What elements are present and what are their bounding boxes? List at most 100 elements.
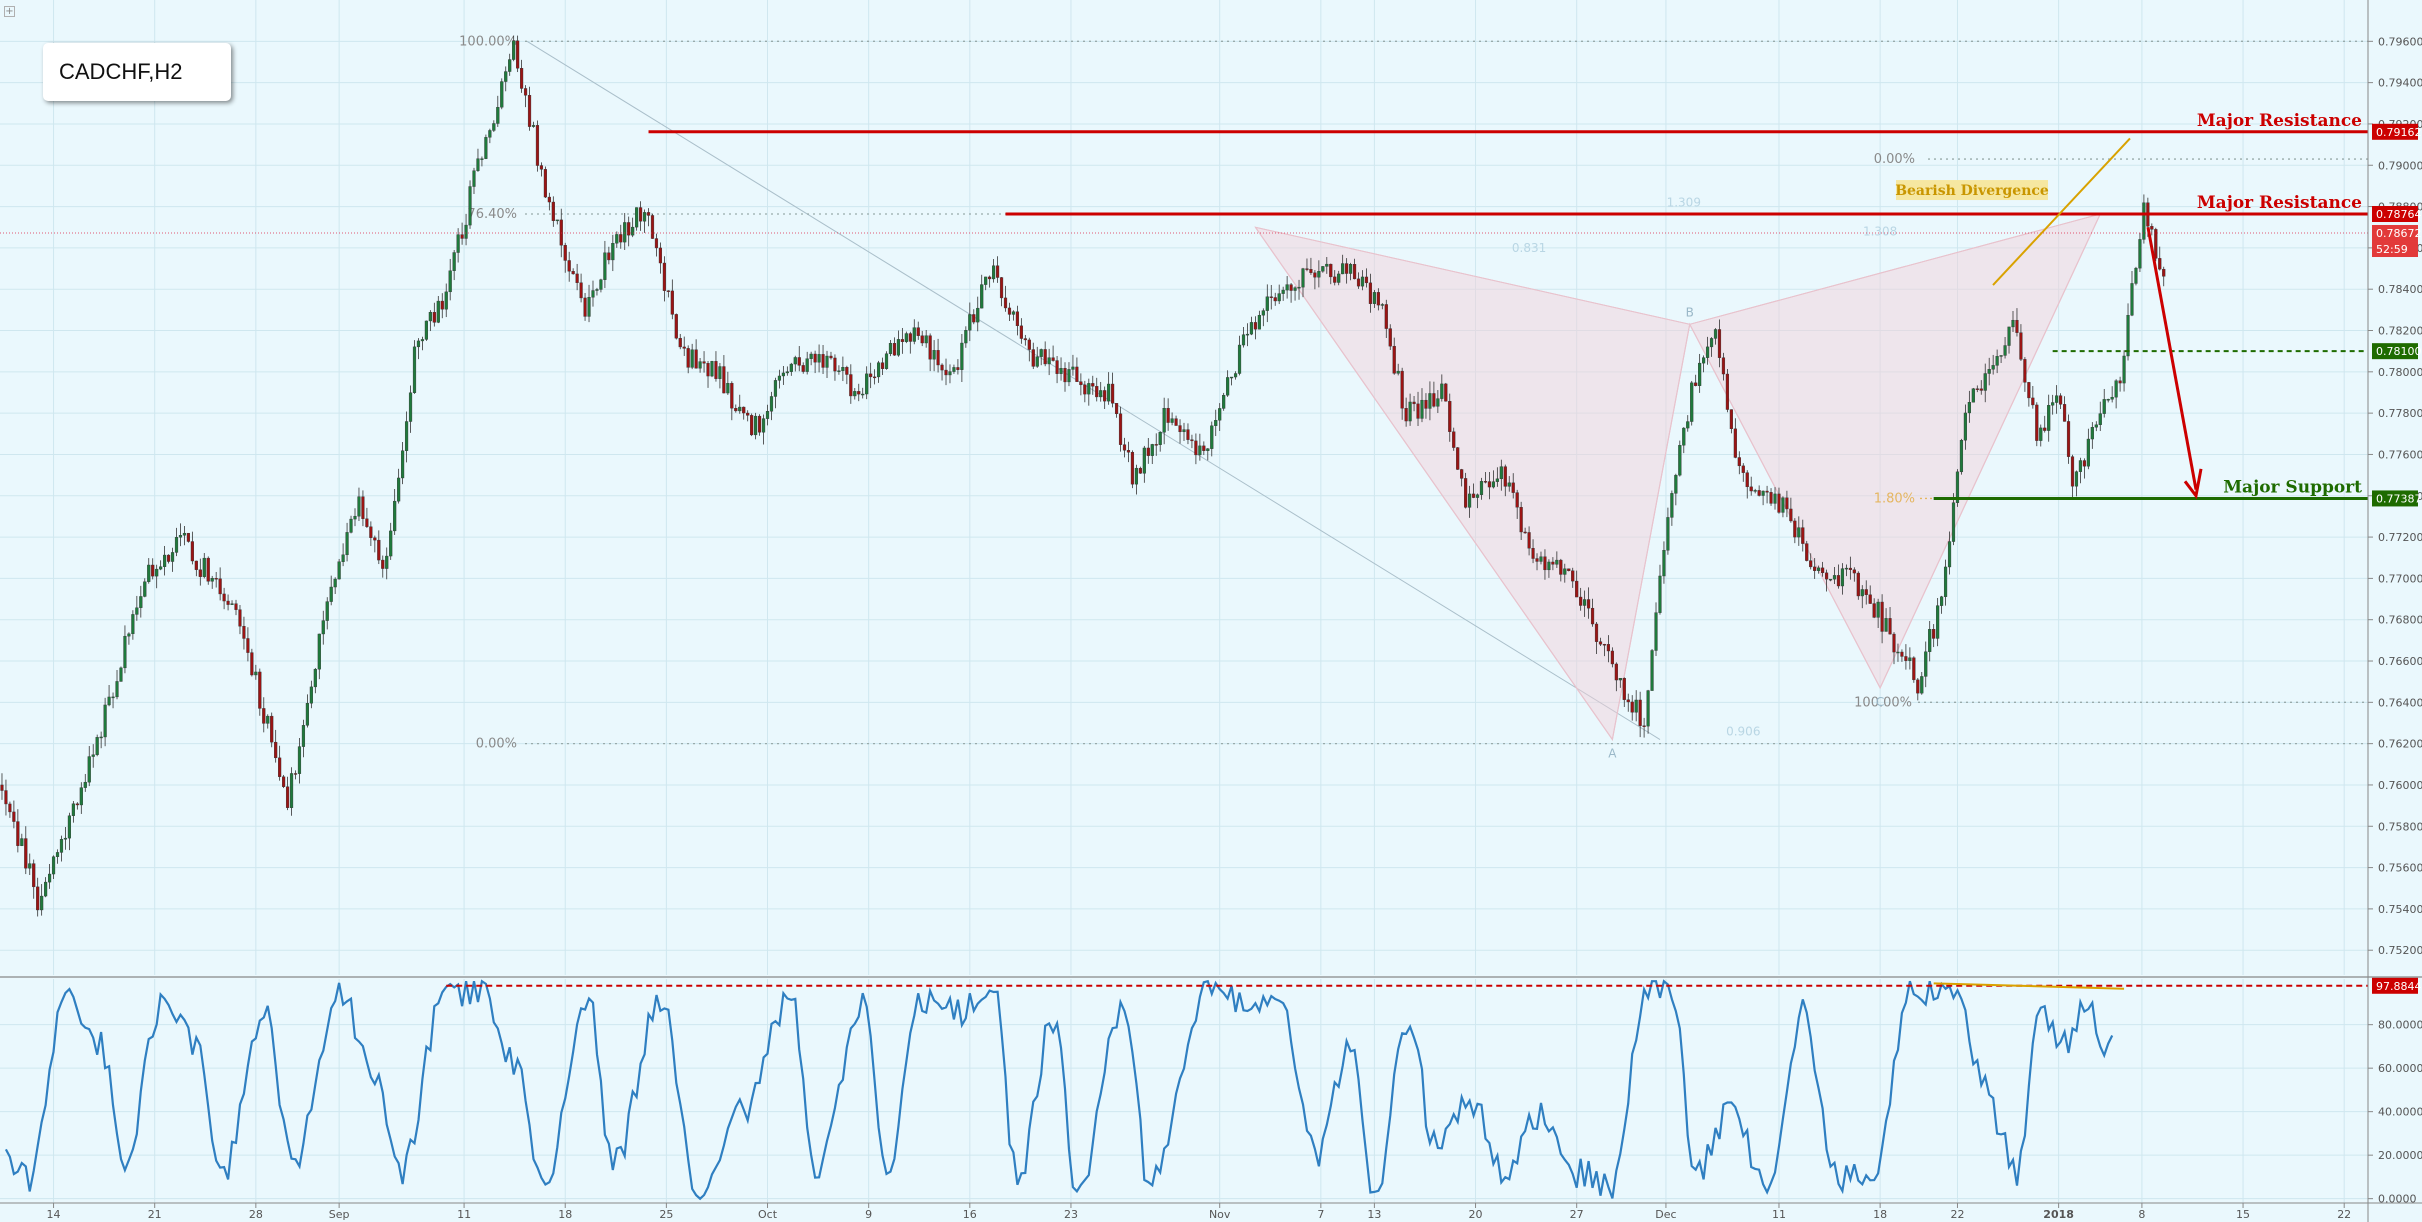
- candle-body: [1388, 328, 1392, 347]
- price-tick-label: 0.78000: [2378, 366, 2422, 379]
- candle-body: [1606, 644, 1611, 652]
- fib-level-label: 0.00%: [1874, 152, 1915, 167]
- candle-body: [59, 839, 64, 853]
- candle-body: [309, 686, 313, 704]
- candle-body: [2062, 404, 2067, 422]
- candle-body: [1979, 388, 1983, 391]
- candle-body: [512, 40, 516, 60]
- candle-body: [1547, 561, 1551, 571]
- candle-body: [337, 561, 341, 580]
- candle-body: [357, 496, 361, 517]
- candle-body: [12, 811, 16, 822]
- candle-body: [432, 311, 436, 323]
- candle-body: [444, 291, 448, 310]
- candle-body: [373, 537, 377, 541]
- candle-body: [1352, 264, 1357, 280]
- candle-body: [155, 568, 159, 577]
- pattern-ratio-label: 0.906: [1726, 724, 1760, 738]
- candle-body: [488, 130, 492, 138]
- candle-body: [750, 415, 754, 436]
- candle-body: [916, 327, 920, 336]
- candle-body: [551, 201, 555, 221]
- candle-body: [1844, 567, 1848, 570]
- time-tick-label: 28: [249, 1208, 263, 1221]
- candle-body: [1479, 481, 1484, 495]
- candle-body: [837, 370, 841, 372]
- candle-body: [980, 284, 984, 309]
- candle-body: [1491, 481, 1495, 488]
- candle-body: [1142, 447, 1146, 474]
- candle-body: [1158, 432, 1162, 445]
- candle-body: [1467, 493, 1472, 508]
- candle-body: [646, 212, 651, 216]
- candle-body: [321, 620, 325, 635]
- candle-body: [293, 773, 298, 775]
- candle-body: [1610, 650, 1614, 665]
- candle-body: [1971, 388, 1975, 403]
- candle-body: [472, 170, 476, 187]
- candle-body: [924, 335, 928, 344]
- candle-body: [1261, 310, 1265, 316]
- pattern-leg: [1689, 213, 2101, 325]
- candle-body: [270, 715, 274, 743]
- candle-body: [1995, 356, 1999, 366]
- candle-body: [1511, 482, 1515, 493]
- candle-body: [1245, 333, 1250, 336]
- price-tick-label: 0.76400: [2378, 696, 2422, 709]
- candle-body: [1404, 408, 1408, 422]
- candle-body: [829, 355, 833, 359]
- candle-body: [135, 607, 139, 615]
- time-tick-label: 22: [2337, 1208, 2351, 1221]
- candle-body: [274, 741, 278, 759]
- candle-body: [2070, 456, 2075, 487]
- candle-body: [1959, 439, 1964, 473]
- candle-body: [984, 276, 988, 285]
- candle-body: [436, 300, 440, 323]
- candle-body: [163, 554, 167, 567]
- candle-body: [1924, 651, 1928, 677]
- price-tick-label: 0.78400: [2378, 283, 2422, 296]
- candle-body: [1900, 651, 1904, 657]
- candle-body: [2011, 319, 2015, 328]
- candle-body: [1067, 369, 1071, 383]
- pattern-ratio-label: 1.308: [1863, 224, 1897, 238]
- candle-body: [1456, 447, 1460, 470]
- candle-body: [2118, 380, 2122, 384]
- candle-body: [1182, 429, 1186, 433]
- candle-body: [615, 234, 619, 244]
- candle-body: [385, 555, 389, 569]
- candle-body: [1341, 263, 1345, 275]
- candle-body: [698, 361, 702, 369]
- candle-body: [182, 532, 187, 536]
- candle-body: [2035, 404, 2039, 441]
- candle-body: [1662, 550, 1666, 577]
- candle-body: [1709, 338, 1714, 348]
- candle-body: [289, 773, 294, 808]
- candle-body: [730, 383, 734, 409]
- candle-body: [1440, 383, 1444, 399]
- candle-body: [1372, 292, 1376, 304]
- candle-body: [642, 212, 647, 222]
- candle-body: [1535, 558, 1539, 562]
- candle-body: [1916, 679, 1920, 694]
- candle-body: [2015, 319, 2019, 333]
- expand-icon[interactable]: +: [4, 6, 15, 17]
- candle-body: [63, 837, 68, 840]
- candle-body: [1095, 386, 1099, 398]
- candle-body: [999, 277, 1004, 299]
- candle-body: [361, 496, 365, 519]
- candle-body: [353, 515, 357, 520]
- candle-body: [821, 354, 825, 368]
- candle-body: [250, 652, 254, 676]
- candle-body: [1265, 296, 1269, 311]
- candle-body: [71, 803, 75, 816]
- level-price-tag-bg: [2372, 123, 2418, 140]
- candle-body: [1222, 394, 1226, 409]
- time-tick-label: Dec: [1655, 1208, 1676, 1221]
- candle-body: [1797, 527, 1801, 538]
- candle-body: [591, 290, 595, 298]
- candle-body: [1725, 373, 1729, 410]
- candle-body: [754, 415, 758, 436]
- candle-body: [1991, 365, 1995, 370]
- candle-body: [1523, 531, 1527, 534]
